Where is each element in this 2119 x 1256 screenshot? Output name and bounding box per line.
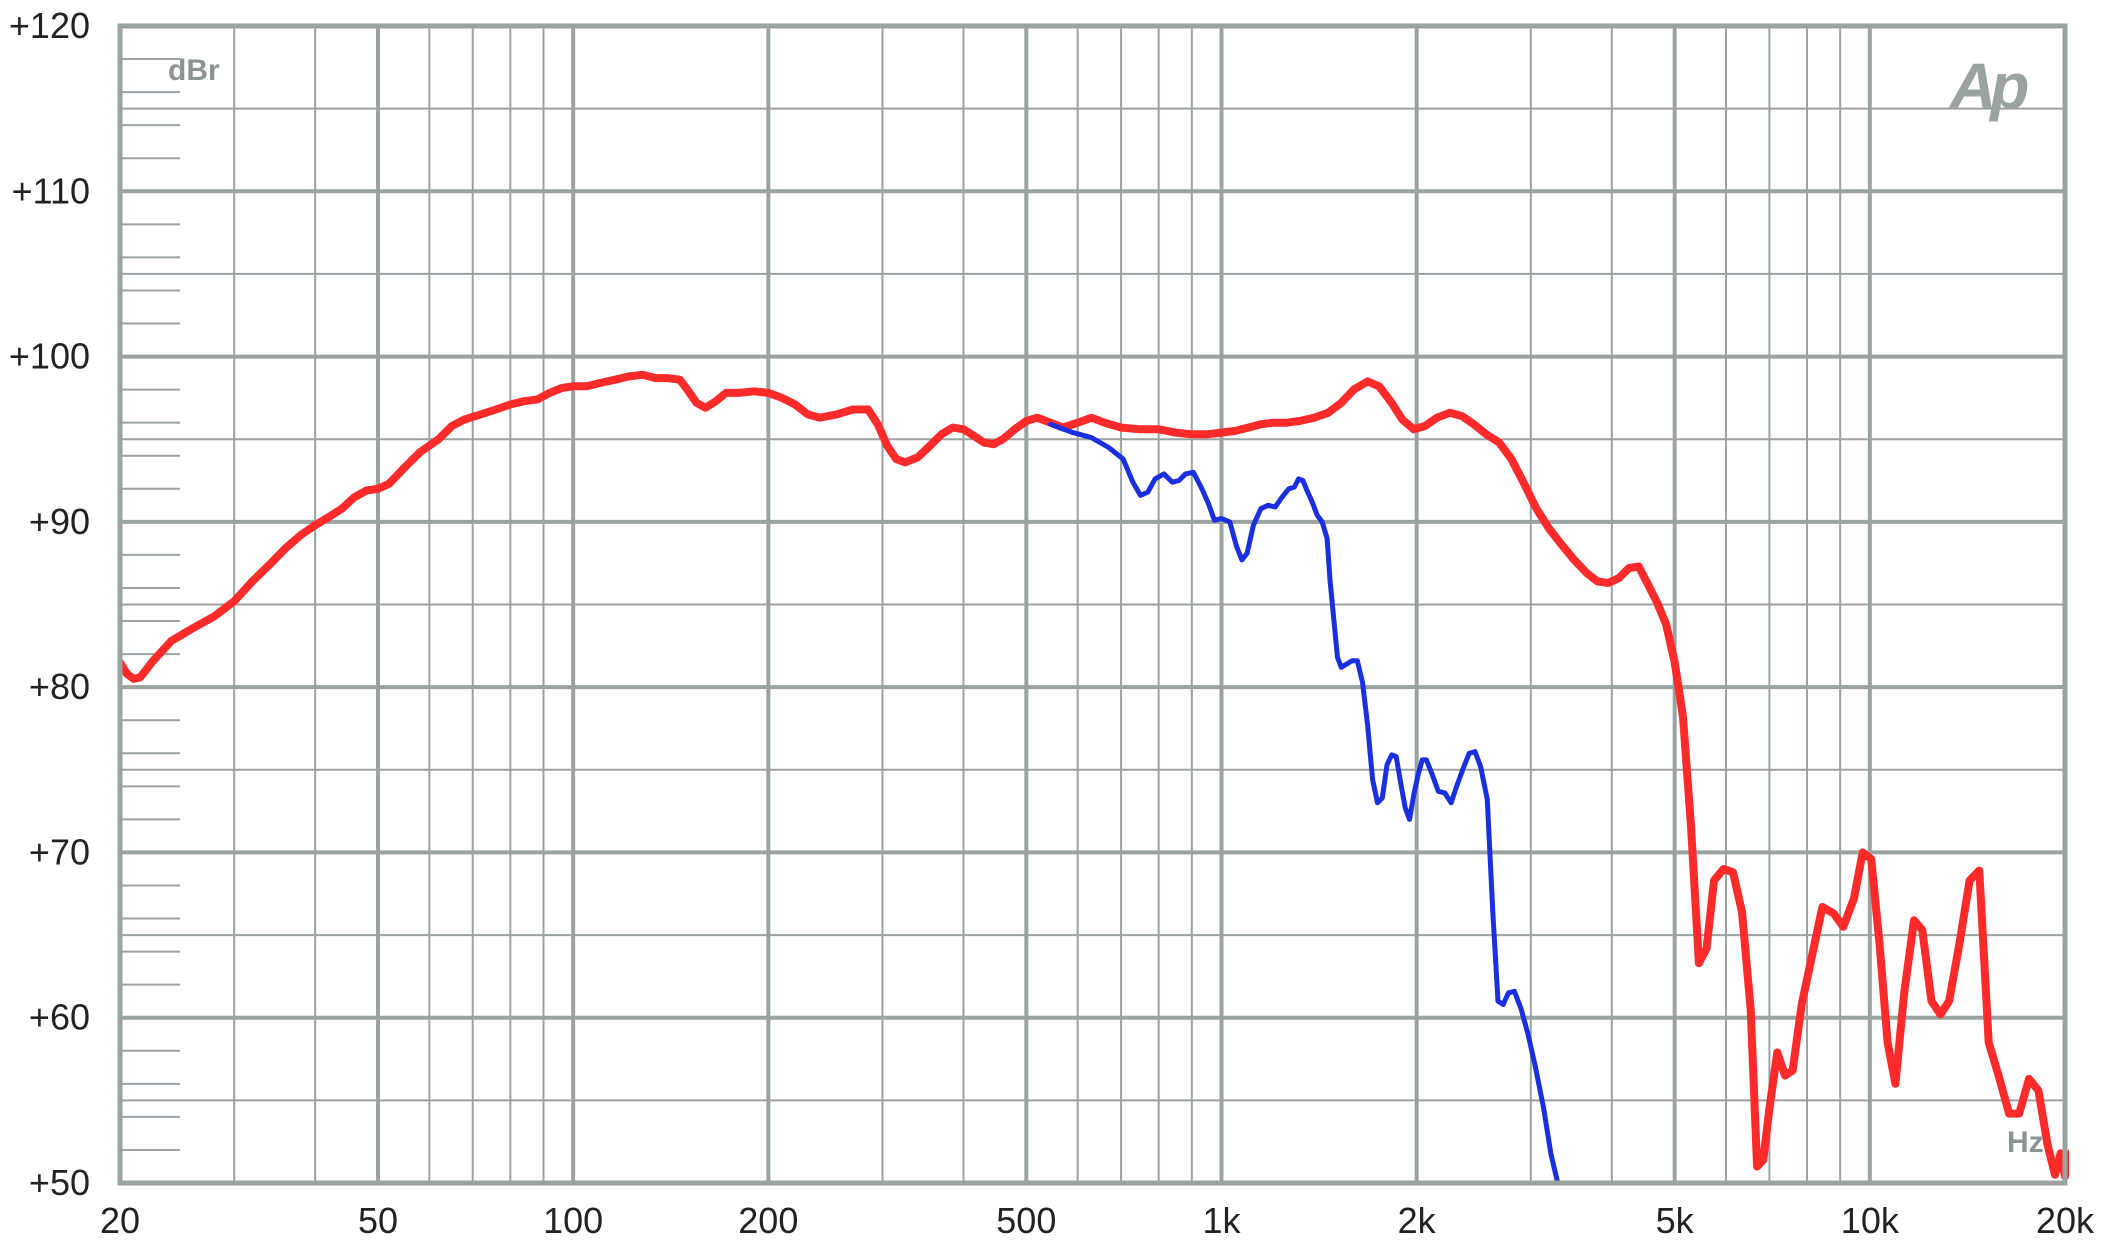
series-layer [120,370,2069,1186]
x-unit-label: Hz [2007,1126,2044,1159]
y-tick-label: +90 [29,501,90,542]
plot-frame [117,23,2068,1186]
x-tick-label: 2k [1398,1200,1437,1241]
y-tick-label: +70 [29,831,90,872]
x-tick-label: 20k [2036,1200,2095,1241]
y-tick-label: +50 [29,1162,90,1203]
y-tick-label: +110 [12,170,90,211]
y-tick-label: +80 [29,666,90,707]
x-tick-label: 1k [1202,1200,1241,1241]
blue-response-line [1048,421,1561,1186]
grid-layer [118,24,2067,1185]
x-tick-label: 5k [1656,1200,1695,1241]
y-tick-label: +60 [29,997,90,1038]
x-tick-label: 20 [100,1200,140,1241]
x-tick-label: 500 [996,1200,1056,1241]
x-tick-label: 50 [358,1200,398,1241]
x-tick-label: 100 [543,1200,603,1241]
x-tick-label: 10k [1841,1200,1900,1241]
x-axis-tick-labels: 20 50 100 200 500 1k 2k 5k 10k 20k [100,1200,2095,1241]
red-response-line [120,370,2069,1181]
y-axis-tick-labels: +50 +60 +70 +80 +90 +100 +110 +120 [9,5,90,1203]
y-unit-label: dBr [168,54,220,87]
y-tick-label: +120 [9,5,90,46]
minor-tick-layer [120,58,180,1151]
x-tick-label: 200 [738,1200,798,1241]
ap-logo: Ap [1948,50,2028,122]
y-tick-label: +100 [9,336,90,377]
